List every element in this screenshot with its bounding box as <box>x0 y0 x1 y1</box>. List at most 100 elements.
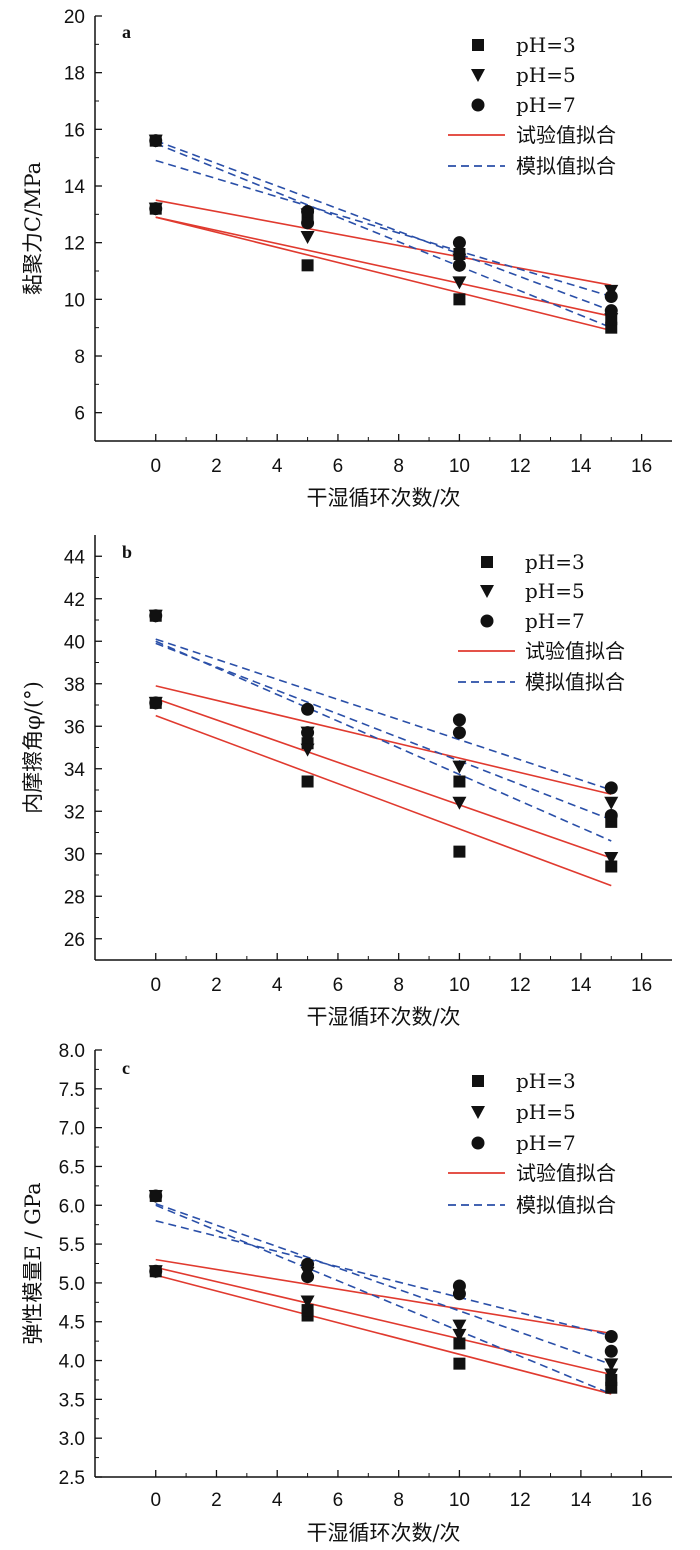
y-tick-label: 12 <box>64 234 85 255</box>
x-tick-label: 2 <box>211 456 222 477</box>
y-tick-label: 44 <box>64 547 86 568</box>
simulated-fit-line <box>155 142 612 329</box>
y-tick-label: 10 <box>64 290 85 311</box>
data-point-pH3 <box>453 1357 466 1370</box>
x-axis-title: 干湿循环次数/次 <box>306 1521 460 1545</box>
legend-marker <box>481 556 493 568</box>
test-fit-line <box>155 199 612 286</box>
x-tick-label: 10 <box>449 456 470 477</box>
y-tick-label: 14 <box>64 177 86 198</box>
test-fit-line <box>155 697 612 859</box>
legend-marker <box>471 1136 485 1150</box>
simulated-fit-line <box>155 159 612 298</box>
test-fit-line <box>155 1258 612 1335</box>
legend-label: pH=5 <box>516 1100 576 1124</box>
data-point-pH7 <box>604 1344 618 1358</box>
legend-label: pH=7 <box>525 609 585 633</box>
data-point-pH7 <box>301 1270 315 1284</box>
data-point-pH7 <box>301 216 315 230</box>
data-point-pH3 <box>301 775 314 788</box>
simulated-fit-line <box>155 638 612 791</box>
data-point-pH3 <box>453 1337 466 1350</box>
simulated-fit-line <box>155 642 612 821</box>
test-fit-line <box>155 216 612 332</box>
simulated-fit-line <box>155 640 612 842</box>
legend-label: pH=3 <box>525 550 585 574</box>
data-point-pH7 <box>149 609 163 623</box>
y-tick-label: 30 <box>64 845 85 866</box>
x-tick-label: 12 <box>510 975 531 996</box>
legend-label: 试验值拟合 <box>516 1161 616 1185</box>
data-point-pH7 <box>149 202 163 216</box>
x-tick-label: 14 <box>570 456 592 477</box>
y-axis-title: 弹性模量E / GPa <box>21 1182 45 1344</box>
y-tick-label: 18 <box>64 64 85 85</box>
x-tick-label: 14 <box>570 1490 592 1511</box>
x-tick-label: 2 <box>211 975 222 996</box>
data-point-pH3 <box>453 293 466 306</box>
chart-panel-b: 0 2 4 6 8 10 12 14 16 26 28 30 32 34 36 38 40 42 44 干湿循环次数/… <box>21 535 672 1029</box>
test-fit-line <box>155 1266 612 1376</box>
test-fit-line <box>155 216 612 318</box>
panel-label: b <box>122 542 132 562</box>
y-tick-label: 3.0 <box>59 1429 85 1450</box>
x-tick-label: 4 <box>272 1490 283 1511</box>
legend-label: pH=7 <box>516 1131 576 1155</box>
data-point-pH7 <box>301 205 315 218</box>
y-tick-label: 6.5 <box>59 1157 85 1178</box>
data-point-pH7 <box>452 258 466 272</box>
test-fit-line <box>155 685 612 796</box>
x-tick-label: 8 <box>393 975 404 996</box>
x-tick-label: 4 <box>272 456 283 477</box>
x-tick-label: 8 <box>393 456 404 477</box>
data-point-pH7 <box>604 290 618 303</box>
y-tick-label: 8 <box>74 347 85 368</box>
data-point-pH7 <box>604 1329 618 1343</box>
x-tick-label: 10 <box>449 1490 470 1511</box>
test-fit-line <box>155 714 612 887</box>
data-point-pH5 <box>452 796 467 810</box>
data-point-pH5 <box>452 1319 467 1333</box>
y-tick-label: 2.5 <box>59 1468 85 1489</box>
y-tick-label: 5.5 <box>59 1235 85 1256</box>
data-point-pH5 <box>604 1358 619 1372</box>
chart-panel-a: 0 2 4 6 8 10 12 14 16 6 8 10 12 14 16 18 20 干湿循环次数/次 黏聚力C/… <box>21 7 672 510</box>
data-point-pH5 <box>452 276 467 290</box>
legend-label: pH=7 <box>516 93 576 117</box>
simulated-fit-line <box>155 1220 612 1337</box>
data-point-pH7 <box>301 726 315 740</box>
x-tick-label: 0 <box>150 975 161 996</box>
data-point-pH5 <box>452 760 467 774</box>
y-axis-title: 黏聚力C/MPa <box>21 162 45 295</box>
simulated-fit-line <box>155 1202 612 1366</box>
simulated-fit-line <box>155 139 612 312</box>
x-tick-label: 6 <box>333 975 344 996</box>
data-point-pH7 <box>149 1189 163 1203</box>
y-tick-label: 42 <box>64 590 85 611</box>
data-point-pH5 <box>300 743 315 757</box>
legend-label: 试验值拟合 <box>516 123 616 147</box>
data-point-pH5 <box>604 796 619 810</box>
data-point-pH7 <box>149 134 163 148</box>
legend-label: 模拟值拟合 <box>516 154 616 178</box>
y-tick-label: 6.0 <box>59 1196 85 1217</box>
x-tick-label: 16 <box>631 1490 652 1511</box>
data-point-pH5 <box>300 231 315 244</box>
x-axis-title: 干湿循环次数/次 <box>306 486 460 510</box>
y-tick-label: 7.5 <box>59 1080 85 1101</box>
y-tick-label: 4.5 <box>59 1313 85 1334</box>
x-tick-label: 10 <box>449 975 470 996</box>
data-point-pH7 <box>149 1264 163 1278</box>
x-tick-label: 4 <box>272 975 283 996</box>
legend-label: 试验值拟合 <box>525 639 625 663</box>
data-point-pH7 <box>604 304 618 318</box>
data-point-pH7 <box>301 1257 315 1271</box>
x-tick-label: 16 <box>631 456 652 477</box>
data-point-pH7 <box>452 236 466 250</box>
x-tick-label: 0 <box>150 1490 161 1511</box>
y-tick-label: 26 <box>64 930 85 951</box>
data-point-pH5 <box>452 1328 467 1342</box>
data-point-pH7 <box>149 696 163 710</box>
x-tick-label: 6 <box>333 456 344 477</box>
